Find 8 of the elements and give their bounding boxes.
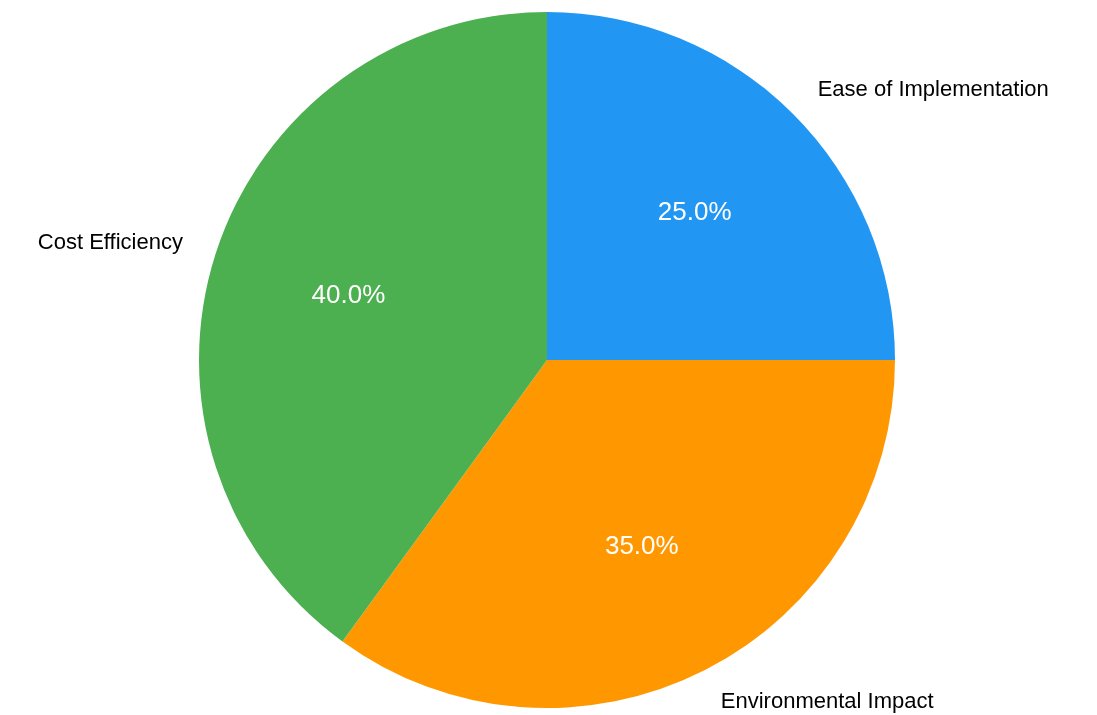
pie-slice (547, 12, 895, 360)
slice-label: Cost Efficiency (37, 228, 183, 254)
slice-label: Environmental Impact (720, 688, 934, 714)
slice-label: Ease of Implementation (817, 76, 1049, 102)
data-label: 40.0% (311, 279, 386, 310)
data-label: 25.0% (657, 196, 732, 227)
pie-slice (199, 12, 547, 642)
data-label: 35.0% (604, 530, 679, 561)
